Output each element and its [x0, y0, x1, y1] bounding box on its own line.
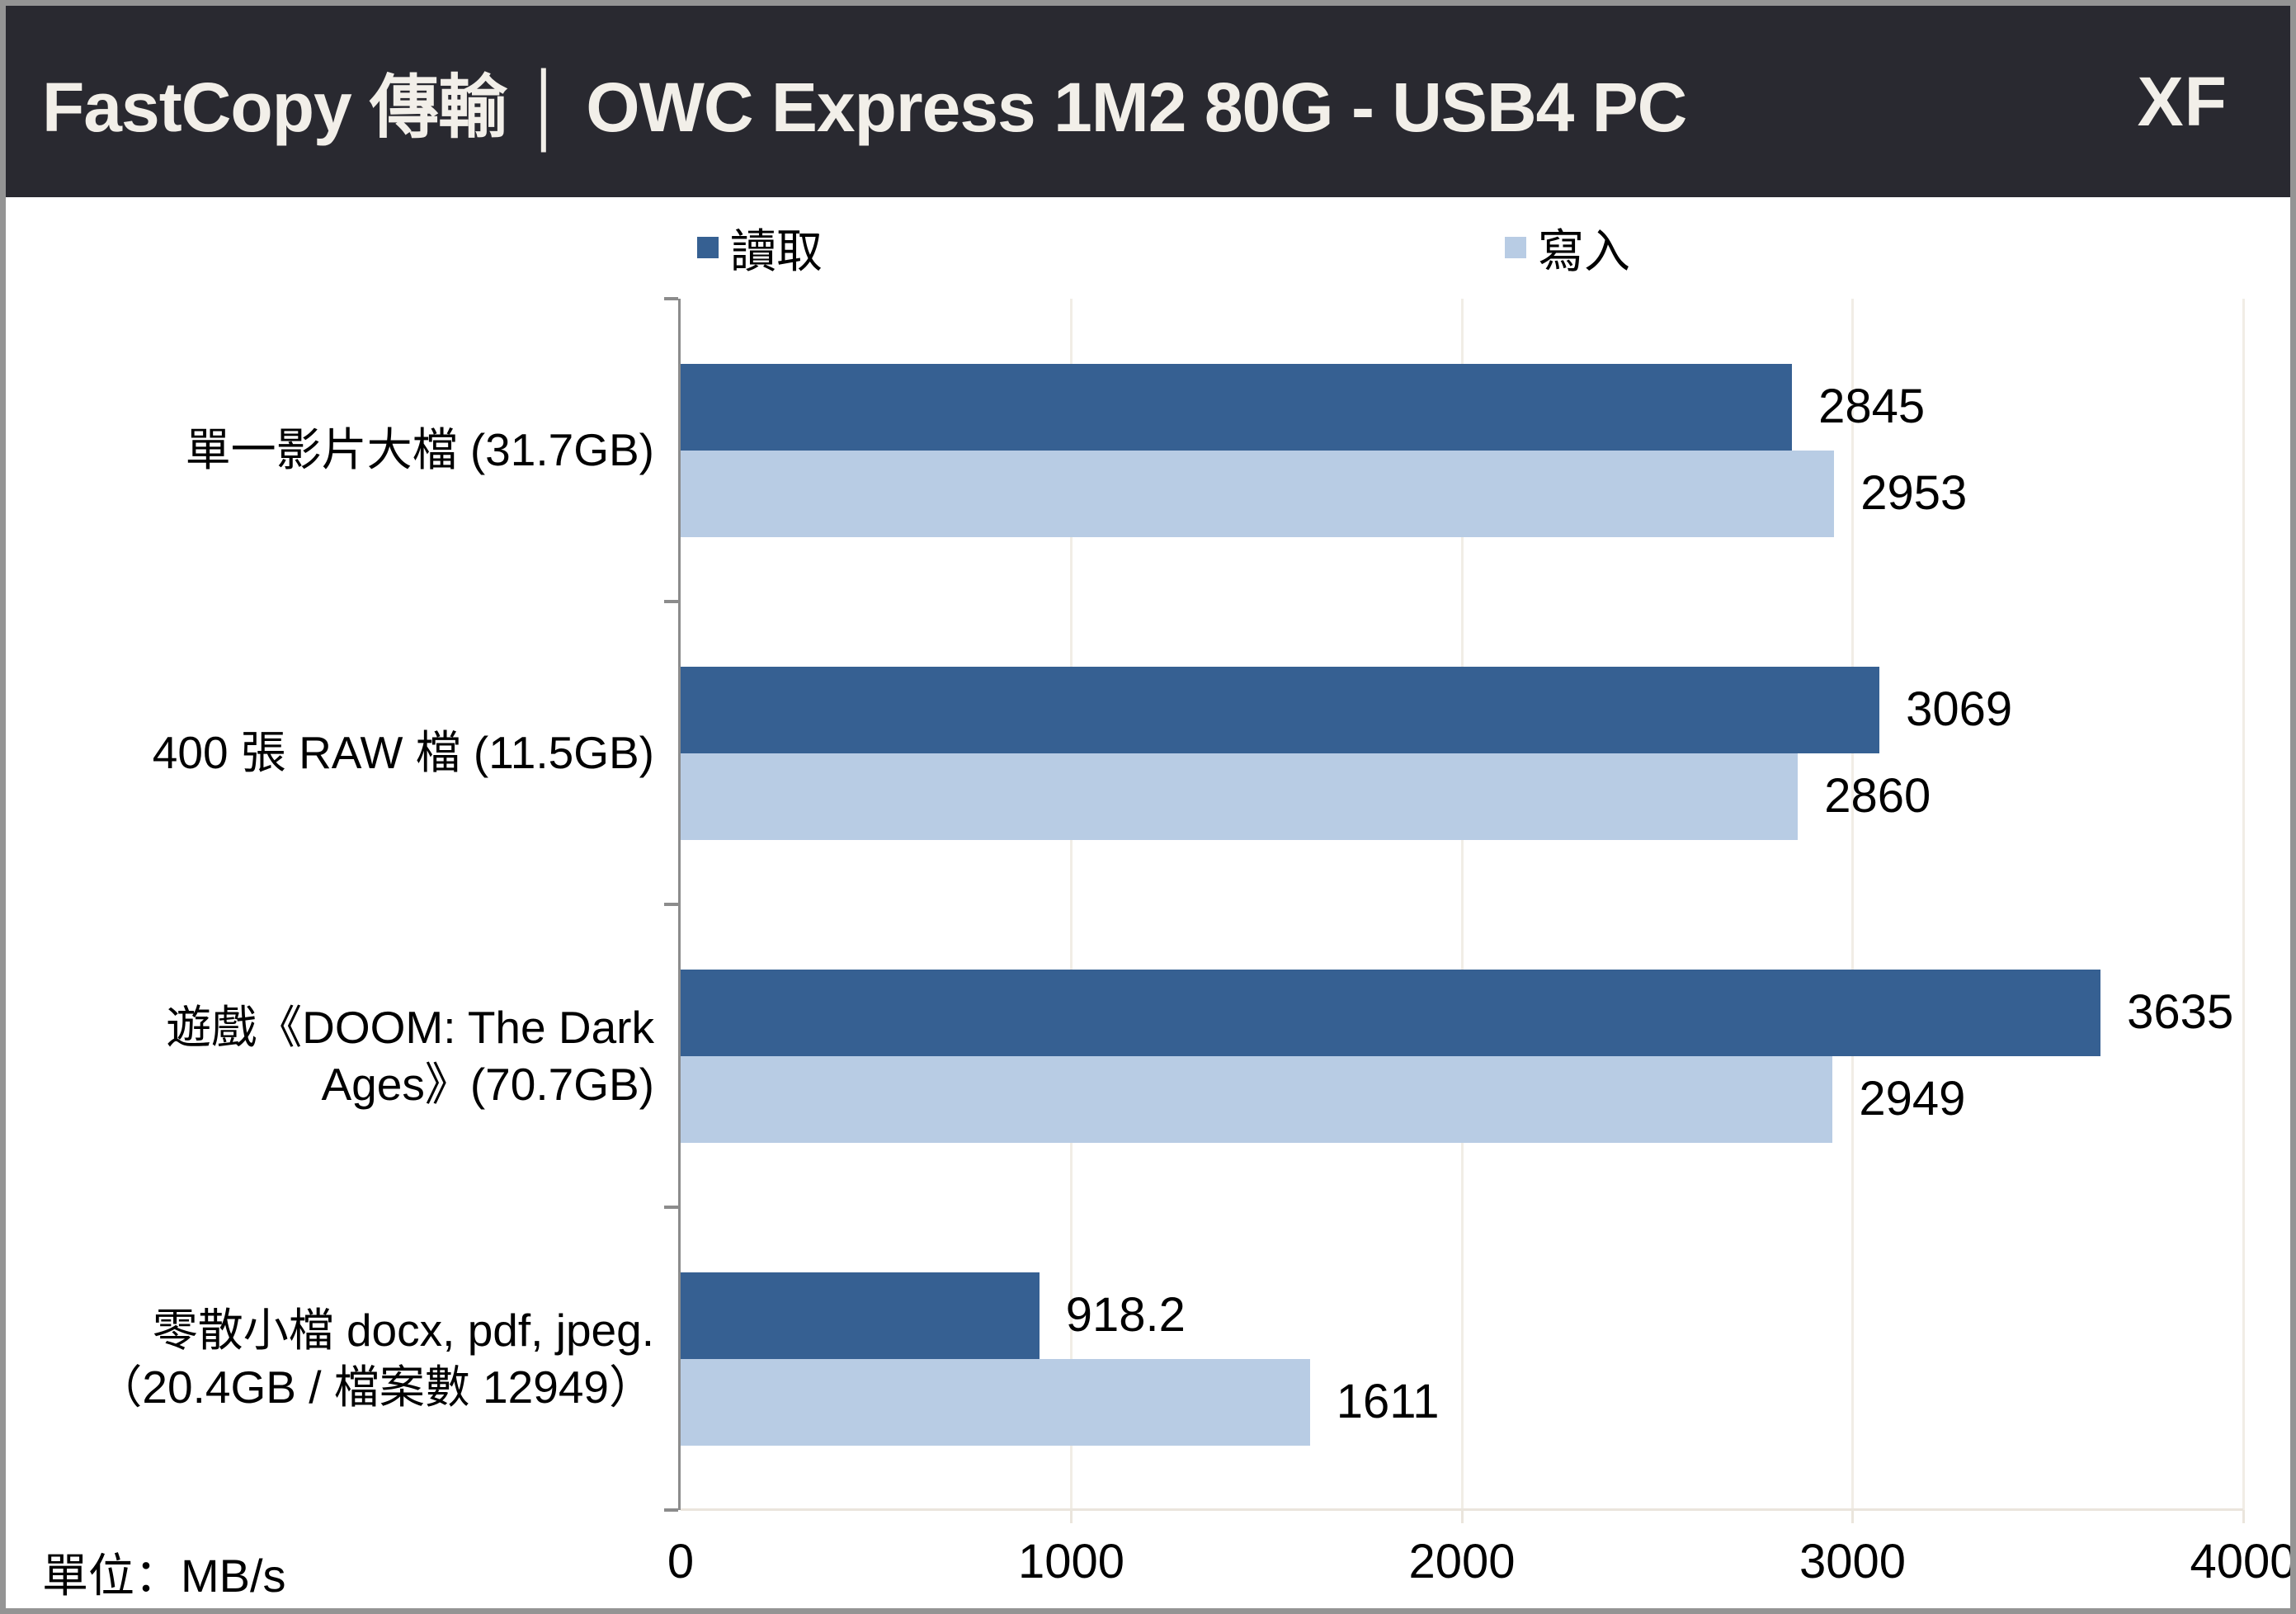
category-label-line: Ages》(70.7GB) — [321, 1058, 654, 1110]
x-axis-tick — [1851, 1510, 1854, 1523]
y-axis — [678, 299, 681, 1510]
legend-swatch-read-icon — [697, 237, 719, 258]
write-bar — [681, 753, 1799, 840]
write-bar — [681, 1055, 1833, 1143]
legend-label-read: 讀取 — [730, 224, 823, 277]
read-bar — [681, 969, 2101, 1056]
category-label-line: 零散小檔 docx, pdf, jpeg. — [152, 1304, 654, 1356]
x-axis-tick — [2242, 1510, 2245, 1523]
x-tick-label: 0 — [667, 1535, 695, 1588]
x-tick-label: 4000 — [2190, 1535, 2296, 1588]
category-label-line: 400 張 RAW 檔 (11.5GB) — [152, 727, 654, 778]
unit-label: 單位：MB/s — [42, 1550, 286, 1602]
legend-swatch-write-icon — [1505, 237, 1526, 258]
legend-item-write: 寫入 — [1505, 223, 1630, 277]
category-label: 400 張 RAW 檔 (11.5GB) — [39, 602, 654, 904]
x-tick-label: 2000 — [1408, 1535, 1516, 1588]
value-label: 2860 — [1824, 769, 1931, 823]
legend-item-read: 讀取 — [697, 223, 823, 277]
value-label: 3069 — [1906, 682, 2013, 736]
gridline — [1851, 299, 1854, 1510]
value-label: 918.2 — [1065, 1288, 1186, 1342]
category-label: 單一影片大檔 (31.7GB) — [39, 299, 654, 602]
read-bar — [681, 1272, 1040, 1359]
category-label-line: （20.4GB / 檔案數 12949） — [97, 1361, 654, 1413]
value-label: 3635 — [2127, 985, 2234, 1039]
value-label: 1611 — [1336, 1375, 1440, 1428]
gridline — [2242, 299, 2245, 1510]
brand-badge: XF — [2137, 62, 2228, 140]
page-title: FastCopy 傳輸 │ OWC Express 1M2 80G - USB4… — [42, 68, 1687, 146]
x-axis-tick — [1460, 1510, 1464, 1523]
y-axis-tick — [664, 297, 678, 300]
value-label: 2949 — [1859, 1072, 1966, 1126]
category-label-line: 單一影片大檔 (31.7GB) — [185, 424, 654, 475]
category-label: 零散小檔 docx, pdf, jpeg. （20.4GB / 檔案數 12949… — [39, 1207, 654, 1510]
x-tick-label: 1000 — [1017, 1535, 1125, 1588]
title-bar: FastCopy 傳輸 │ OWC Express 1M2 80G - USB4… — [6, 6, 2290, 197]
value-label: 2845 — [1818, 380, 1926, 433]
gridline — [1460, 299, 1464, 1510]
value-label: 2953 — [1860, 466, 1968, 520]
write-bar — [681, 450, 1835, 537]
write-bar — [681, 1358, 1310, 1446]
y-axis-tick — [664, 1206, 678, 1209]
x-axis-baseline — [681, 1508, 2243, 1511]
read-bar — [681, 666, 1880, 753]
x-axis-tick — [1070, 1510, 1073, 1523]
y-axis-tick — [664, 903, 678, 906]
x-tick-label: 3000 — [1799, 1535, 1907, 1588]
y-axis-tick — [664, 1508, 678, 1512]
category-label: 遊戲《DOOM: The Dark Ages》(70.7GB) — [39, 904, 654, 1207]
legend-label-write: 寫入 — [1538, 224, 1630, 277]
read-bar — [681, 363, 1793, 451]
y-axis-tick — [664, 600, 678, 603]
category-label-line: 遊戲《DOOM: The Dark — [166, 1001, 654, 1053]
gridline — [1070, 299, 1073, 1510]
